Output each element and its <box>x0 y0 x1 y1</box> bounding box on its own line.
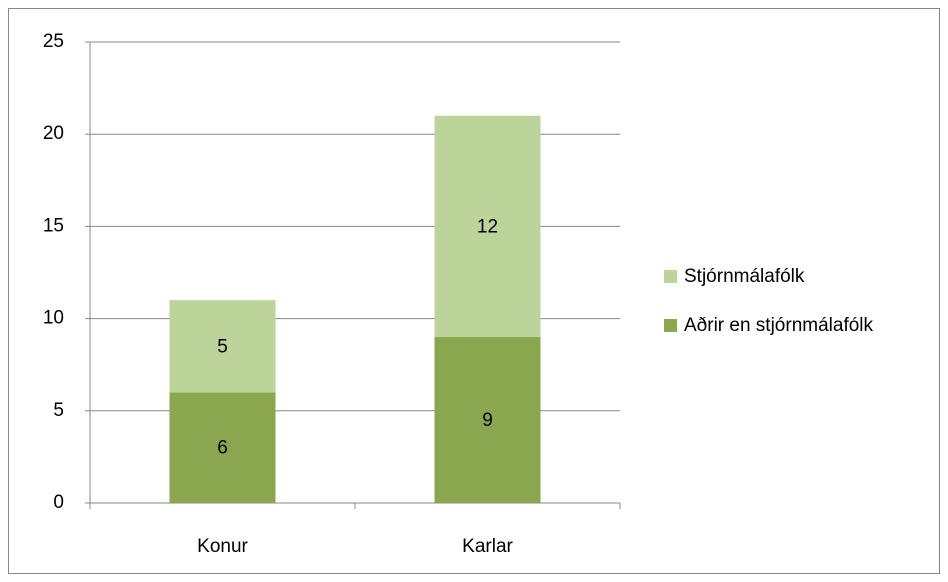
bar-segment <box>434 337 541 503</box>
legend-swatch <box>664 270 677 283</box>
y-tick-label: 25 <box>43 31 64 52</box>
bar-segment <box>169 300 276 393</box>
data-label: 5 <box>217 336 228 357</box>
y-tick-label: 5 <box>53 400 64 421</box>
data-label: 9 <box>482 410 493 431</box>
bar-segment <box>169 392 276 503</box>
data-label: 12 <box>477 216 498 237</box>
bar-segment <box>434 115 541 338</box>
y-tick-label: 15 <box>43 215 64 236</box>
data-label: 6 <box>217 438 228 459</box>
x-tick-label: Karlar <box>462 536 513 557</box>
legend-swatch <box>664 319 677 332</box>
y-tick-label: 10 <box>43 308 64 329</box>
y-tick-label: 20 <box>43 123 64 144</box>
legend-label: Stjórnmálafólk <box>684 266 805 287</box>
legend-label: Aðrir en stjórnmálafólk <box>684 315 874 336</box>
y-tick-label: 0 <box>53 492 64 513</box>
x-tick-label: Konur <box>197 536 248 557</box>
